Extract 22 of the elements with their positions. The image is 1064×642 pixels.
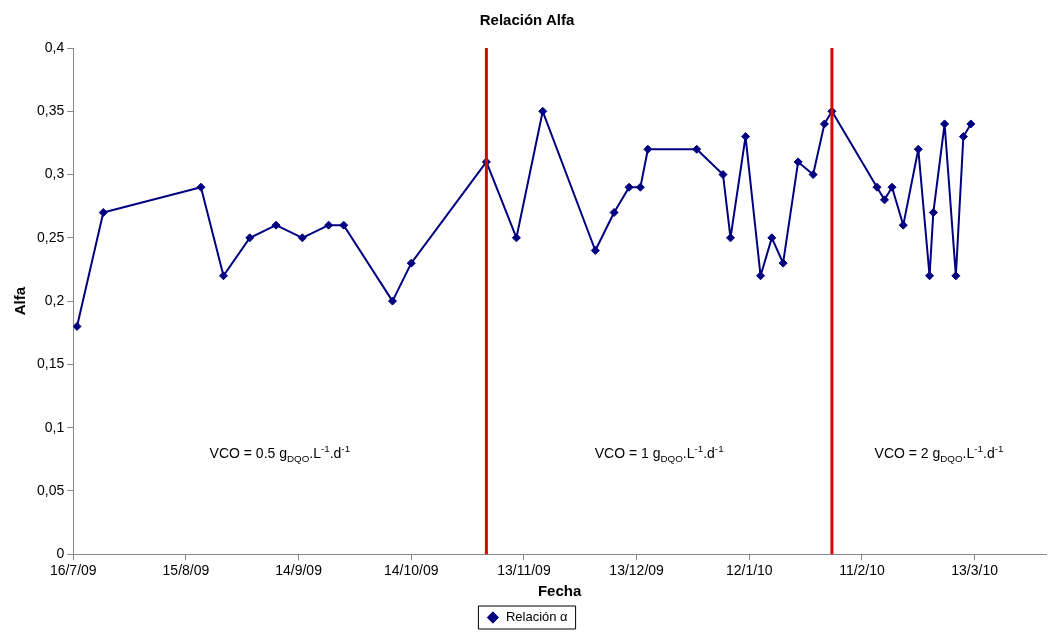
x-axis-title: Fecha	[537, 582, 582, 600]
x-tick-label: 15/8/09	[162, 562, 210, 579]
y-tick-label: 0,15	[37, 355, 65, 372]
y-tick-label: 0,1	[44, 418, 65, 435]
x-tick-label: 14/9/09	[275, 562, 323, 579]
x-tick-label: 13/11/09	[497, 562, 551, 579]
x-tick-label: 12/1/10	[725, 562, 773, 579]
y-tick-label: 0,2	[44, 291, 65, 308]
y-tick-label: 0,35	[37, 102, 65, 119]
legend-label: Relación α	[505, 609, 569, 625]
x-tick-label: 11/2/10	[839, 562, 886, 579]
x-tick-label: 13/12/09	[609, 562, 665, 579]
y-tick-label: 0	[56, 545, 65, 562]
x-tick-label: 14/10/09	[384, 562, 439, 579]
y-tick-label: 0,4	[44, 38, 65, 55]
y-axis-title: Alfa	[11, 286, 29, 316]
x-tick-label: 13/3/10	[951, 562, 999, 579]
chart-title: Relación Alfa	[479, 11, 575, 29]
y-tick-label: 0,25	[37, 228, 65, 245]
x-tick-label: 16/7/09	[49, 562, 97, 579]
y-tick-label: 0,3	[44, 165, 65, 182]
y-tick-label: 0,05	[37, 481, 65, 498]
